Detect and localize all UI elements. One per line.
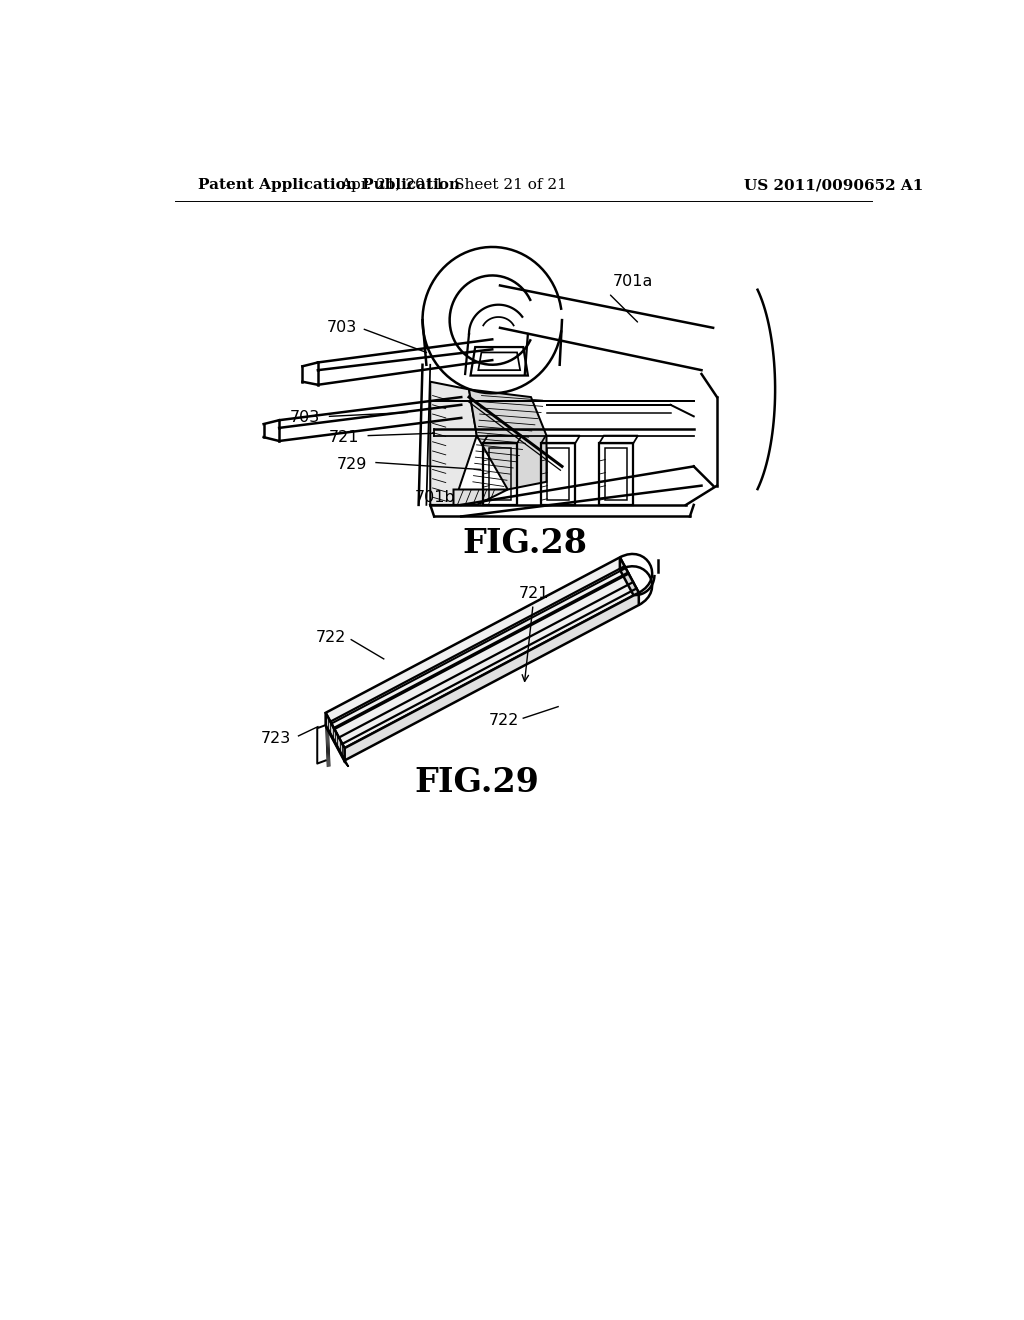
- Text: 701a: 701a: [612, 275, 652, 289]
- Text: FIG.29: FIG.29: [415, 766, 540, 799]
- Polygon shape: [454, 490, 508, 506]
- Polygon shape: [344, 593, 639, 760]
- Polygon shape: [326, 726, 348, 767]
- Text: 723: 723: [260, 731, 291, 747]
- Polygon shape: [326, 557, 639, 748]
- Text: US 2011/0090652 A1: US 2011/0090652 A1: [744, 178, 924, 193]
- Text: 722: 722: [489, 713, 519, 729]
- Text: Apr. 21, 2011  Sheet 21 of 21: Apr. 21, 2011 Sheet 21 of 21: [340, 178, 567, 193]
- Polygon shape: [326, 713, 344, 760]
- Polygon shape: [430, 381, 477, 506]
- Polygon shape: [620, 557, 639, 605]
- Text: 701b: 701b: [415, 490, 456, 504]
- Polygon shape: [469, 389, 547, 490]
- Text: 703: 703: [290, 411, 321, 425]
- Text: Patent Application Publication: Patent Application Publication: [198, 178, 460, 193]
- Text: 729: 729: [336, 457, 367, 471]
- Text: FIG.28: FIG.28: [462, 527, 588, 560]
- Text: 722: 722: [316, 630, 346, 645]
- Text: 721: 721: [329, 429, 359, 445]
- Text: 703: 703: [327, 321, 356, 335]
- Text: 721: 721: [519, 586, 550, 681]
